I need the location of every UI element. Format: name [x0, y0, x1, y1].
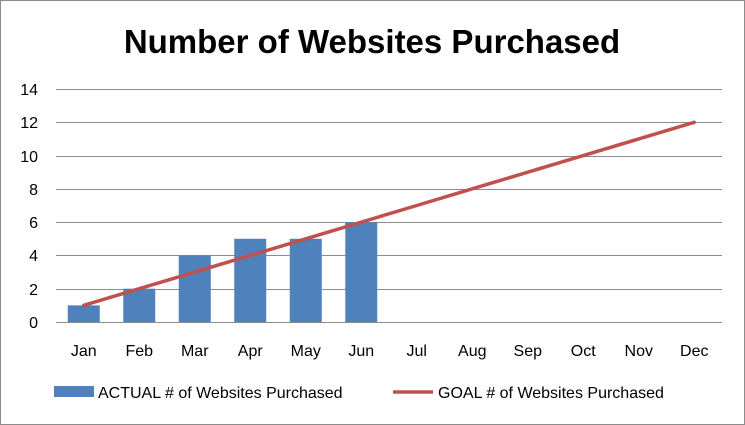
- y-tick-label: 0: [29, 315, 38, 332]
- bar-jun: [345, 222, 378, 322]
- line-series: [82, 120, 696, 308]
- x-tick-label: Jan: [71, 343, 97, 360]
- x-tick-label: Feb: [125, 343, 153, 360]
- bar-feb: [123, 288, 156, 322]
- x-tick-label: Apr: [238, 343, 264, 360]
- x-tick-label: May: [291, 343, 321, 360]
- y-tick-label: 2: [29, 282, 38, 299]
- x-tick-label: Dec: [680, 343, 708, 360]
- legend-label-actual: ACTUAL # of Websites Purchased: [98, 385, 343, 402]
- x-tick-label: Aug: [458, 343, 486, 360]
- x-tick-label: Sep: [514, 343, 543, 360]
- legend-swatch-actual: [54, 386, 94, 397]
- y-tick-label: 6: [29, 215, 38, 232]
- goal-line: [82, 120, 696, 308]
- y-tick-label: 10: [20, 149, 38, 166]
- x-axis-tick-labels: Jan Feb Mar Apr May Jun Jul Aug Sep Oct Nov Dec: [71, 343, 709, 360]
- bar-may: [289, 238, 322, 322]
- chart-title: Number of Websites Purchased: [124, 23, 620, 60]
- bar-series: [67, 222, 378, 322]
- y-axis-tick-labels: 0 2 4 6 8 10 12 14: [20, 82, 38, 332]
- x-tick-label: Mar: [181, 343, 209, 360]
- bar-mar: [178, 255, 211, 322]
- y-tick-label: 14: [20, 82, 38, 99]
- y-tick-label: 4: [29, 248, 38, 265]
- grid-lines: [56, 89, 722, 323]
- y-tick-label: 12: [20, 115, 38, 132]
- x-tick-label: Jun: [348, 343, 374, 360]
- x-tick-label: Oct: [571, 343, 596, 360]
- y-tick-label: 8: [29, 182, 38, 199]
- legend-label-goal: GOAL # of Websites Purchased: [438, 385, 664, 402]
- x-tick-label: Jul: [407, 343, 427, 360]
- x-tick-label: Nov: [625, 343, 653, 360]
- bar-jan: [67, 305, 100, 322]
- legend: ACTUAL # of Websites Purchased GOAL # of …: [54, 385, 664, 402]
